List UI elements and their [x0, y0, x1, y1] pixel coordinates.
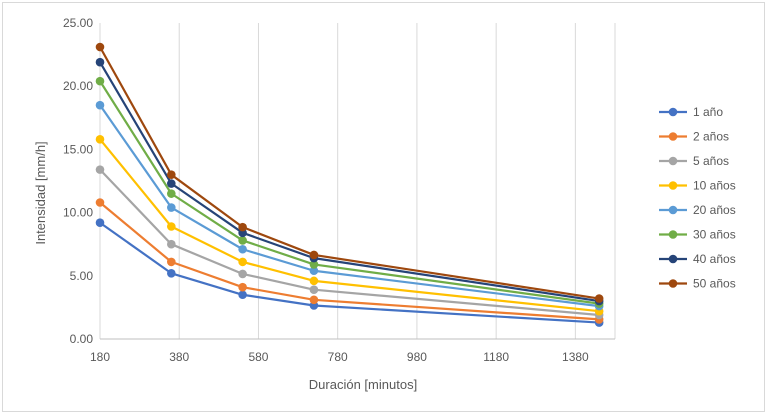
data-point	[95, 198, 105, 207]
data-point	[95, 165, 105, 174]
legend-item: 20 años	[659, 203, 736, 217]
data-point	[309, 285, 319, 295]
legend-label: 50 años	[693, 277, 736, 291]
legend: 1 año 2 años 5 años 10 años 20 años 30 años 40…	[659, 105, 736, 291]
legend-item: 1 año	[659, 105, 723, 119]
data-point	[167, 268, 176, 278]
y-tick-label: 10.00	[63, 206, 93, 220]
x-tick-label: 180	[90, 350, 110, 364]
data-point	[309, 295, 319, 305]
legend-marker	[668, 205, 678, 215]
data-point	[167, 222, 176, 231]
data-point	[95, 76, 105, 86]
y-tick-label: 20.00	[63, 79, 93, 93]
legend-marker	[668, 132, 678, 141]
legend-marker	[668, 254, 678, 264]
data-point	[95, 42, 105, 52]
y-axis-title: Intensidad [mm/h]	[33, 141, 48, 244]
legend-marker	[668, 156, 678, 166]
series-7	[95, 42, 604, 303]
y-tick-label: 25.00	[63, 16, 93, 30]
y-tick-label: 15.00	[63, 142, 93, 156]
data-point	[167, 239, 176, 249]
y-tick-label: 5.00	[70, 269, 94, 283]
data-point	[594, 294, 604, 303]
data-point	[167, 170, 176, 179]
legend-label: 1 año	[693, 105, 723, 119]
data-point	[95, 134, 105, 144]
x-axis-ticks: 180 380 580 780 980 1180 1380	[90, 350, 589, 364]
legend-marker	[668, 230, 678, 239]
x-tick-label: 1380	[562, 350, 589, 364]
data-point	[309, 260, 319, 269]
legend-label: 30 años	[693, 228, 736, 242]
x-tick-label: 580	[248, 350, 268, 364]
legend-item: 5 años	[659, 154, 729, 168]
series-3	[95, 134, 604, 316]
data-point	[167, 189, 176, 198]
data-point	[238, 269, 247, 279]
series-0	[95, 218, 604, 327]
data-point	[309, 276, 319, 286]
data-point	[238, 290, 247, 300]
legend-label: 2 años	[693, 130, 729, 144]
data-point	[95, 218, 105, 228]
legend-marker	[668, 279, 678, 288]
data-point	[238, 236, 247, 245]
x-tick-label: 980	[407, 350, 427, 364]
series-4	[95, 100, 604, 311]
x-tick-label: 380	[169, 350, 189, 364]
data-point	[167, 257, 176, 267]
data-point	[238, 244, 247, 254]
series-group	[95, 42, 604, 327]
data-point	[167, 203, 176, 212]
x-tick-label: 1180	[483, 350, 509, 364]
line-chart: 0.00 5.00 10.00 15.00 20.00 25.00 180 380 580 78…	[33, 16, 736, 392]
y-tick-label: 0.00	[70, 332, 94, 346]
data-point	[309, 250, 319, 260]
legend-item: 50 años	[659, 277, 736, 291]
x-tick-label: 780	[328, 350, 348, 364]
chart-frame: 0.00 5.00 10.00 15.00 20.00 25.00 180 380 580 78…	[2, 2, 765, 412]
legend-label: 10 años	[693, 179, 736, 193]
legend-item: 30 años	[659, 228, 736, 242]
data-point	[95, 100, 105, 110]
legend-item: 2 años	[659, 130, 729, 144]
legend-item: 40 años	[659, 252, 736, 266]
x-axis-title: Duración [minutos]	[309, 377, 417, 392]
legend-marker	[668, 181, 678, 190]
legend-marker	[668, 107, 678, 117]
data-point	[95, 57, 105, 67]
data-point	[238, 282, 247, 292]
data-point	[167, 179, 176, 188]
legend-label: 40 años	[693, 252, 736, 266]
data-point	[238, 257, 247, 267]
data-point	[238, 222, 247, 232]
grid-lines	[99, 23, 616, 340]
data-point	[309, 266, 319, 276]
legend-label: 5 años	[693, 154, 729, 168]
legend-item: 10 años	[659, 179, 736, 193]
y-axis-ticks: 0.00 5.00 10.00 15.00 20.00 25.00	[63, 16, 93, 346]
legend-label: 20 años	[693, 203, 736, 217]
